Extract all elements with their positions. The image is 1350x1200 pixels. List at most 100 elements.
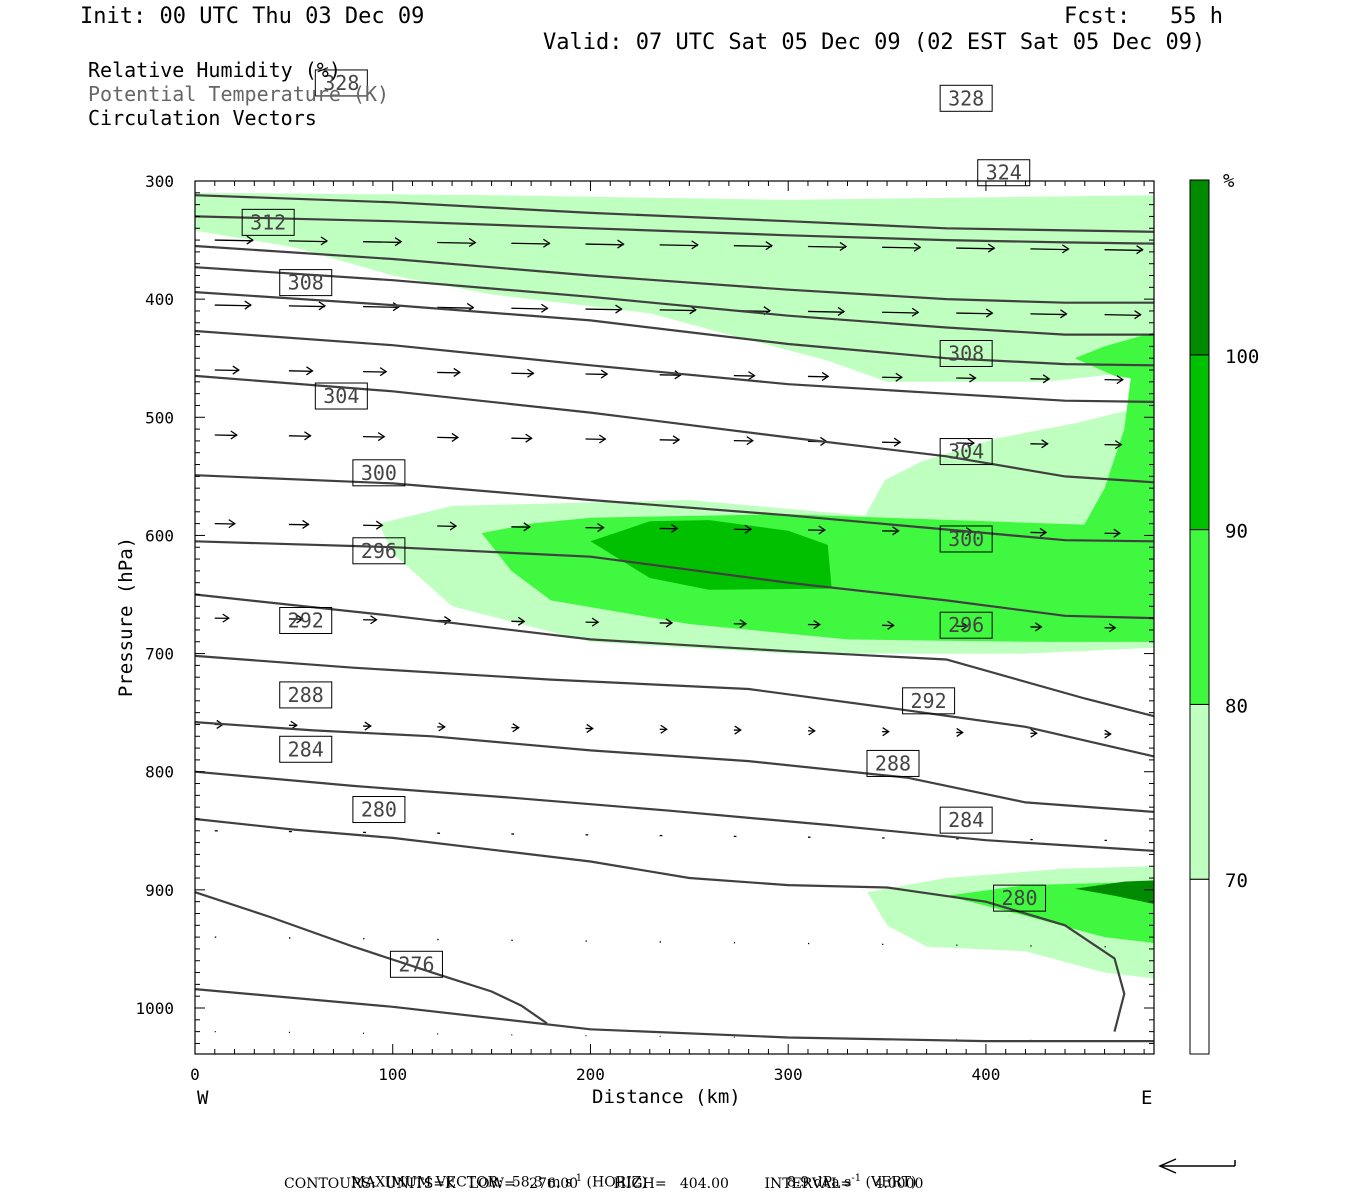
circulation-vector xyxy=(585,369,609,379)
contour-label-296: 296 xyxy=(939,611,993,639)
contour-label-328: 328 xyxy=(314,69,368,97)
colorbar-level-label: 80 xyxy=(1225,695,1248,717)
svg-text:308: 308 xyxy=(288,271,324,295)
title-circulation-vectors: Circulation Vectors xyxy=(88,106,317,130)
circulation-vector xyxy=(1104,245,1144,255)
circulation-vector xyxy=(437,367,461,377)
theta-contour-308 xyxy=(194,374,1155,484)
circulation-vector xyxy=(363,520,384,530)
rh-80-90-upper-east xyxy=(1074,332,1154,382)
circulation-vector xyxy=(288,366,314,376)
max-vector-text: MAXIMUM VECTOR: 58.3 m s xyxy=(350,1174,573,1191)
circulation-vector xyxy=(882,372,903,382)
circulation-vector xyxy=(1030,309,1068,319)
colorbar-swatch xyxy=(1189,703,1210,880)
vert-vector-tail: (VERT) xyxy=(861,1174,917,1191)
circulation-vector xyxy=(956,308,994,318)
vert-vector-exp: -1 xyxy=(851,1173,862,1184)
circulation-vector xyxy=(363,432,386,442)
circulation-vector xyxy=(214,300,252,310)
rh-100-lower xyxy=(1074,880,1154,904)
x-axis-label: Distance (km) xyxy=(592,1086,741,1108)
svg-text:304: 304 xyxy=(323,384,359,408)
circulation-vector xyxy=(288,236,329,246)
svg-text:304: 304 xyxy=(948,440,984,464)
theta-contour-292 xyxy=(194,654,1155,758)
theta-contour-304 xyxy=(194,474,1155,543)
circulation-vector xyxy=(214,613,230,623)
svg-text:284: 284 xyxy=(948,808,984,832)
x-tick-label: 400 xyxy=(971,1065,1000,1084)
circulation-vector xyxy=(807,726,816,736)
theta-contour-324 xyxy=(194,244,1154,304)
circulation-vector xyxy=(733,241,773,251)
theta-contour-284 xyxy=(194,770,1155,852)
colorbar-swatch xyxy=(1189,878,1210,1055)
svg-text:328: 328 xyxy=(323,71,359,95)
circulation-vector xyxy=(733,725,742,735)
circulation-vector xyxy=(1030,374,1051,384)
circulation-vector xyxy=(807,306,846,316)
y-axis-label: Pressure (hPa) xyxy=(115,536,137,698)
circulation-vector xyxy=(882,437,902,447)
contour-label-292: 292 xyxy=(279,606,333,634)
theta-contour-328 xyxy=(194,215,1155,245)
init-time: Init: 00 UTC Thu 03 Dec 09 xyxy=(80,4,425,29)
svg-text:312: 312 xyxy=(250,210,286,234)
circulation-vector xyxy=(437,521,458,531)
direction-east: E xyxy=(1141,1087,1153,1109)
circulation-vector xyxy=(659,618,674,628)
svg-text:296: 296 xyxy=(361,539,397,563)
contour-label-284: 284 xyxy=(279,735,333,763)
colorbar-swatch xyxy=(1189,354,1210,531)
contour-label-304: 304 xyxy=(314,382,368,410)
x-tick-label: 100 xyxy=(378,1065,407,1084)
svg-text:292: 292 xyxy=(288,608,324,632)
circulation-vector xyxy=(1030,439,1049,449)
contour-label-276: 276 xyxy=(389,950,443,978)
circulation-vector xyxy=(511,238,551,248)
circulation-vector xyxy=(733,524,753,534)
footer-vertical-vector: 8.9 dPa s-1 (VERT) xyxy=(778,1157,917,1191)
contour-label-300: 300 xyxy=(352,459,406,487)
theta-contour-276 xyxy=(194,891,548,1025)
contour-label-308: 308 xyxy=(939,339,993,367)
circulation-vector xyxy=(363,237,403,247)
circulation-vector xyxy=(288,431,312,441)
circulation-vector xyxy=(807,619,821,630)
circulation-vector xyxy=(437,237,477,248)
theta-contour-332 xyxy=(194,194,1155,233)
colorbar-swatch xyxy=(1189,179,1210,356)
theta-contour-280 xyxy=(194,817,1126,1032)
circulation-vector xyxy=(585,304,623,314)
contour-label-300: 300 xyxy=(939,525,993,553)
contour-label-312: 312 xyxy=(241,208,295,236)
contour-label-280: 280 xyxy=(993,884,1047,912)
colorbar-level-label: 100 xyxy=(1225,346,1259,368)
circulation-vector xyxy=(1030,622,1043,632)
circulation-vector xyxy=(437,432,460,442)
svg-text:300: 300 xyxy=(361,461,397,485)
circulation-vector xyxy=(511,616,526,626)
valid-time: Valid: 07 UTC Sat 05 Dec 09 (02 EST Sat … xyxy=(543,30,1206,55)
contour-label-284: 284 xyxy=(939,806,993,834)
circulation-vector xyxy=(956,727,964,737)
max-vector-exp: -1 xyxy=(572,1173,583,1184)
circulation-vector xyxy=(288,301,327,311)
theta-contour-316 xyxy=(194,291,1155,367)
circulation-vector xyxy=(956,373,977,383)
circulation-vector xyxy=(1104,528,1121,538)
circulation-vector xyxy=(363,721,372,731)
y-tick-label: 400 xyxy=(145,290,174,309)
contour-label-308: 308 xyxy=(279,269,333,297)
circulation-vector xyxy=(585,617,600,627)
circulation-vector xyxy=(1104,729,1112,739)
circulation-vector xyxy=(1104,440,1123,450)
x-tick-label: 0 xyxy=(190,1065,200,1084)
circulation-vector xyxy=(733,619,748,629)
circulation-vector xyxy=(1104,310,1142,320)
y-tick-label: 600 xyxy=(145,526,174,545)
theta-contour-320 xyxy=(194,266,1154,336)
circulation-vector xyxy=(882,727,890,737)
circulation-vector xyxy=(363,367,388,377)
